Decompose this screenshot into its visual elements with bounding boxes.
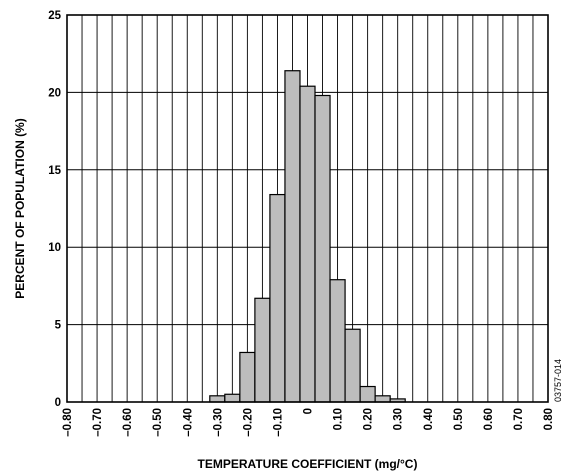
x-tick-label: 0.60 xyxy=(483,408,495,430)
histogram-bar xyxy=(254,297,271,403)
y-tick-label: 15 xyxy=(48,165,61,177)
x-tick-label: –0.60 xyxy=(122,408,134,437)
histogram-bar xyxy=(239,351,256,403)
x-tick-label: 0.30 xyxy=(393,408,405,430)
x-tick-label: –0.50 xyxy=(152,408,164,437)
y-tick-label: 5 xyxy=(55,320,62,332)
x-tick-label: –0.20 xyxy=(242,408,254,437)
x-tick-label: –0.30 xyxy=(212,408,224,437)
histogram-bar xyxy=(359,385,376,403)
x-tick-labels: –0.80 –0.70 –0.60 –0.50 –0.40 –0.30 –0.20 –0.10… xyxy=(62,408,555,437)
y-tick-labels: 0 5 10 15 20 25 xyxy=(48,10,61,409)
histogram-bar xyxy=(299,85,316,403)
y-tick-label: 0 xyxy=(55,397,61,409)
plot-frame xyxy=(66,14,549,403)
x-tick-label: 0.10 xyxy=(333,408,345,430)
histogram-bar xyxy=(284,70,301,403)
y-tick-label: 25 xyxy=(48,10,61,22)
x-tick-label: 0 xyxy=(303,408,315,414)
x-tick-label: –0.80 xyxy=(62,408,74,437)
histogram-bar xyxy=(374,395,391,403)
histogram-bar xyxy=(344,328,361,403)
x-tick-label: 0.40 xyxy=(423,408,435,430)
x-tick-label: –0.10 xyxy=(272,408,284,437)
x-tick-label: 0.50 xyxy=(453,408,465,430)
histogram-bar xyxy=(224,393,241,403)
histogram-bar xyxy=(209,395,226,403)
x-tick-label: 0.20 xyxy=(363,408,375,430)
y-axis-title: PERCENT OF POPULATION (%) xyxy=(13,118,27,298)
histogram-bars xyxy=(209,70,406,403)
y-tick-label: 20 xyxy=(48,87,61,99)
figure-code-label: 03757-014 xyxy=(553,359,563,402)
x-axis-title: TEMPERATURE COEFFICIENT (mg/°C) xyxy=(198,457,418,471)
x-tick-label: 0.80 xyxy=(543,408,555,430)
histogram-bar xyxy=(329,279,346,403)
histogram-bar xyxy=(314,94,331,403)
x-tick-label: –0.40 xyxy=(182,408,194,437)
x-tick-label: 0.70 xyxy=(513,408,525,430)
histogram-bar xyxy=(269,193,286,403)
x-tick-label: –0.70 xyxy=(92,408,104,437)
y-tick-label: 10 xyxy=(48,242,61,254)
